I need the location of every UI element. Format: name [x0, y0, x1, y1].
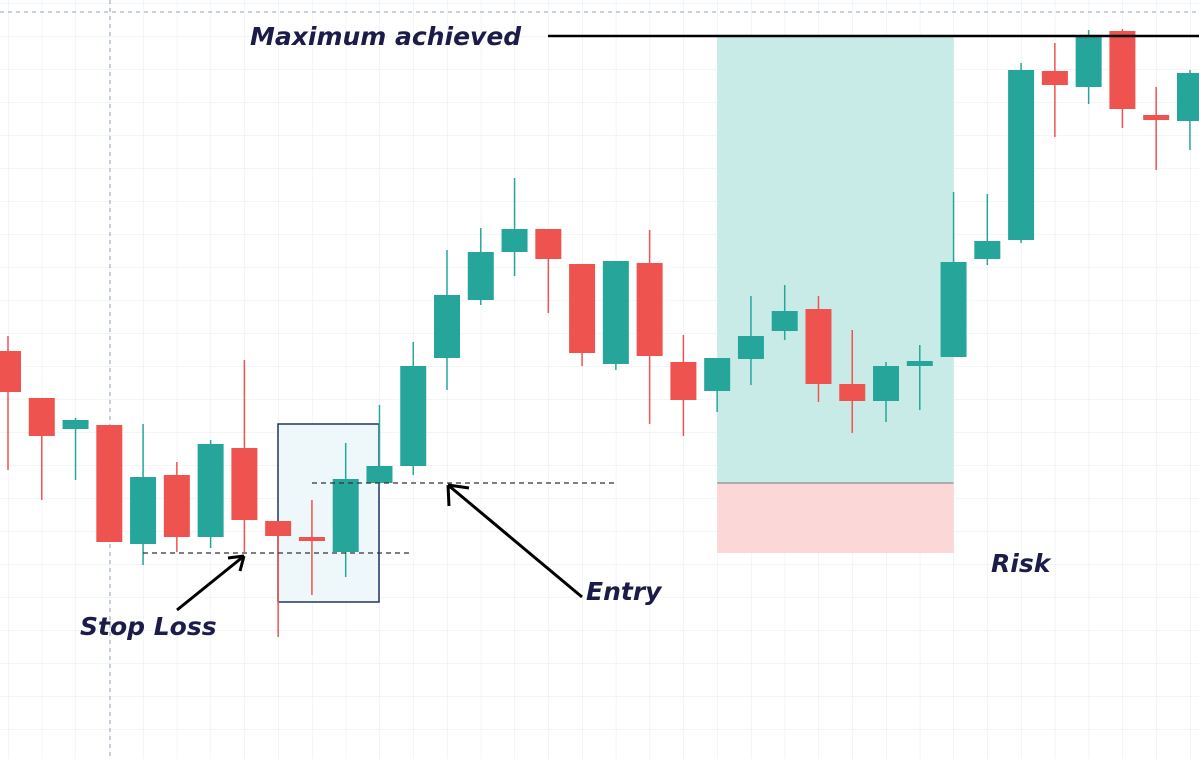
candle-body [0, 351, 21, 392]
candle-body [535, 229, 562, 259]
candle-body [839, 384, 866, 401]
candle-body [974, 241, 1001, 259]
candle-body [298, 537, 325, 541]
candle-body [1008, 70, 1035, 240]
candle-body [130, 477, 157, 544]
candle-body [1109, 31, 1136, 109]
candle-body [569, 264, 596, 353]
candle-body [636, 263, 663, 356]
candle-body [737, 336, 764, 359]
profit-zone [717, 36, 954, 483]
risk-label: Risk [991, 549, 1052, 578]
candle-body [704, 358, 731, 391]
candle-body [501, 229, 528, 252]
risk-zone [717, 483, 954, 553]
candle-body [602, 261, 629, 364]
candle-body [197, 444, 224, 537]
candle-body [771, 311, 798, 331]
candle-body [467, 252, 494, 300]
candle-body [1041, 71, 1068, 85]
candle-body [163, 475, 190, 537]
candle-body [231, 448, 258, 520]
stop-loss-label: Stop Loss [80, 612, 217, 641]
candle-body [940, 262, 967, 357]
candle-body [96, 425, 123, 542]
candle-body [1176, 73, 1199, 121]
entry-label: Entry [586, 577, 663, 606]
candle-body [805, 309, 832, 384]
highlight-box [277, 423, 380, 603]
entry-arrow [446, 483, 583, 599]
candle-body [906, 361, 933, 366]
candle-body [62, 420, 89, 429]
max-label: Maximum achieved [250, 22, 522, 51]
candle-body [1143, 115, 1170, 120]
candle-body [1075, 35, 1102, 87]
stop-arrow [176, 554, 246, 612]
candle-body [265, 521, 292, 536]
candle-body [366, 466, 393, 483]
candle-body [873, 366, 900, 401]
candle-body [332, 479, 359, 552]
candle-body [670, 362, 697, 400]
arrows [176, 483, 583, 612]
candle-body [434, 295, 461, 358]
candle-body [400, 366, 427, 466]
candle-body [28, 398, 55, 436]
